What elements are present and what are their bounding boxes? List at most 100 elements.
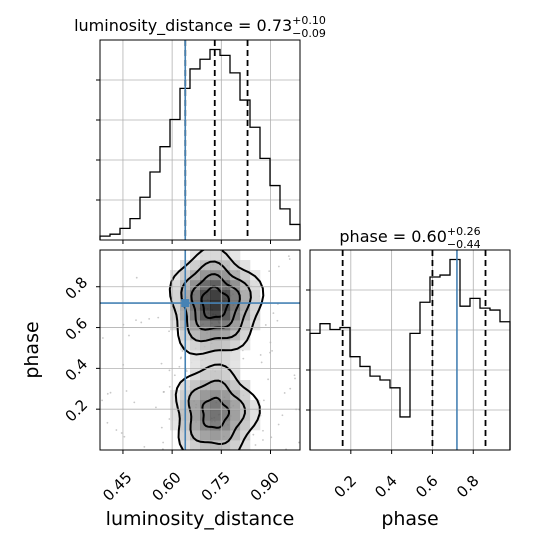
density-bin	[200, 270, 211, 281]
density-bin	[190, 280, 201, 291]
density-bin	[220, 320, 231, 331]
density-bin	[210, 440, 221, 450]
density-bin	[170, 420, 181, 431]
density-bin	[190, 300, 201, 311]
density-bin	[220, 420, 231, 431]
density-bin	[250, 290, 261, 301]
density-bin	[200, 400, 211, 411]
density-bin	[190, 420, 201, 431]
sample-point	[288, 258, 291, 260]
title-parameter: luminosity_distance	[74, 16, 233, 36]
title-upper-error: +0.26	[447, 225, 481, 238]
sample-point	[181, 350, 184, 352]
phase-histogram-panel: 0.2 0.4 0.6 0.8 phase = 0.60+0.26−0.44 phase	[306, 225, 511, 530]
sample-point	[157, 316, 160, 319]
density-bin	[230, 290, 241, 301]
density-bin	[230, 320, 241, 331]
density-bin	[220, 340, 231, 351]
phase-frame	[309, 249, 511, 451]
density-bin	[230, 430, 241, 441]
density-bin	[200, 320, 211, 331]
density-bin	[190, 320, 201, 331]
sample-point	[106, 421, 109, 424]
density-bin	[230, 340, 241, 351]
phase-x-tick-label: 0.4	[371, 472, 401, 502]
density-bin	[240, 430, 251, 441]
sample-point	[155, 406, 157, 409]
density-bin	[210, 250, 221, 261]
density-bin	[210, 390, 221, 401]
joint-x-tick-label: 0.75	[198, 468, 234, 504]
density-bin	[170, 300, 181, 311]
density-bin	[210, 330, 221, 341]
sample-point	[168, 330, 170, 333]
joint-y-tick-label: 0.4	[62, 355, 92, 385]
density-bin	[230, 350, 241, 361]
sample-point	[168, 369, 171, 372]
sample-point	[271, 349, 273, 352]
sample-point	[267, 378, 270, 381]
phase-x-axis-title: phase	[381, 508, 438, 530]
density-bin	[230, 360, 241, 371]
density-bin	[200, 280, 211, 291]
density-bin	[200, 350, 211, 361]
density-bin	[190, 340, 201, 351]
sample-point	[277, 423, 280, 426]
sample-point	[101, 337, 104, 339]
density-bin	[230, 300, 241, 311]
sample-point	[268, 270, 271, 273]
density-bin	[190, 380, 201, 391]
density-bin	[190, 260, 201, 271]
density-bin	[190, 410, 201, 421]
density-bin	[210, 320, 221, 331]
density-bin	[230, 250, 241, 261]
density-bin	[200, 370, 211, 381]
phase-x-tick-label: 0.6	[412, 472, 442, 502]
title-median: 0.60	[411, 227, 447, 246]
sample-point	[101, 399, 103, 402]
density-bin	[190, 270, 201, 281]
sample-point	[125, 390, 128, 392]
sample-point	[106, 392, 109, 395]
sample-point	[289, 387, 292, 390]
phase-histogram-step	[309, 258, 511, 450]
density-bin	[170, 280, 181, 291]
sample-point	[281, 414, 284, 417]
density-bin	[210, 430, 221, 441]
density-bin	[230, 280, 241, 291]
sample-point	[272, 312, 275, 315]
sample-point	[276, 319, 279, 322]
sample-point	[242, 357, 245, 360]
joint-y-tick-label: 0.6	[62, 314, 92, 344]
density-bin	[210, 300, 221, 311]
sample-point	[115, 429, 118, 431]
ld-frame	[99, 39, 301, 241]
joint-x-tick-label: 0.45	[99, 468, 135, 504]
density-bin	[200, 250, 211, 261]
title-parameter: phase	[339, 227, 387, 246]
phase-y-axis-title: phase	[21, 321, 43, 378]
density-bin	[250, 320, 261, 331]
density-bin	[190, 330, 201, 341]
density-bin	[250, 400, 261, 411]
density-bin	[230, 380, 241, 391]
panel-title: luminosity_distance = 0.73+0.10	[74, 14, 326, 36]
density-bin	[170, 320, 181, 331]
density-bin	[200, 430, 211, 441]
density-bin	[240, 320, 251, 331]
title-lower-error: −0.44	[447, 238, 481, 251]
density-bin	[220, 360, 231, 371]
density-bin	[240, 380, 251, 391]
density-bin	[220, 280, 231, 291]
sample-point	[262, 399, 265, 402]
density-bin	[240, 300, 251, 311]
density-bin	[210, 410, 221, 421]
sample-point	[293, 374, 296, 377]
title-median: 0.73	[257, 16, 293, 35]
sample-point	[185, 370, 188, 372]
joint-x-tick-label: 0.60	[148, 468, 184, 504]
sample-point	[294, 377, 296, 380]
title-lower-error: −0.09	[292, 27, 326, 40]
density-bin	[190, 360, 201, 371]
